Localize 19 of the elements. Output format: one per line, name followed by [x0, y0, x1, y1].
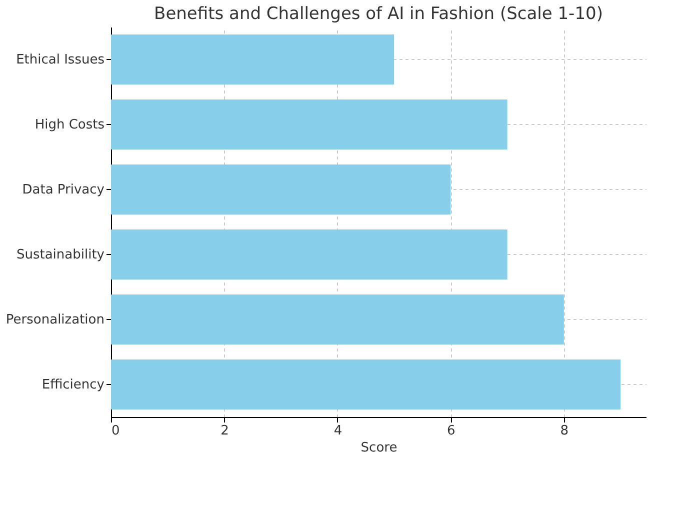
x-tick-label: 8 [560, 424, 569, 438]
bar [111, 164, 451, 214]
x-tick-label: 4 [334, 424, 342, 438]
y-tick-label: Sustainability [16, 248, 105, 262]
y-tick-label: Ethical Issues [16, 52, 105, 68]
x-tick-label: 6 [447, 424, 456, 438]
y-tick-label: High Costs [34, 118, 105, 132]
bar [111, 230, 508, 280]
x-axis-title: Score [360, 440, 398, 456]
bar [111, 294, 564, 344]
y-tick-label: Efficiency [42, 378, 105, 392]
bar [111, 100, 508, 150]
x-tick-label: 2 [220, 424, 229, 438]
bar [111, 34, 394, 84]
y-tick-label: Personalization [6, 312, 104, 328]
bar [111, 360, 621, 410]
x-tick-label: 0 [112, 424, 120, 438]
chart-title: Benefits and Challenges of AI in Fashion (Scale 1-10) [154, 4, 603, 24]
y-tick-label: Data Privacy [22, 182, 105, 198]
